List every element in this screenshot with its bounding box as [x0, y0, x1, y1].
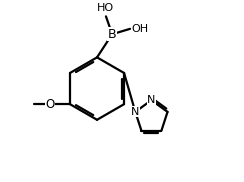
Text: HO: HO: [96, 3, 114, 13]
Text: N: N: [131, 107, 140, 117]
Text: OH: OH: [131, 24, 148, 34]
Text: B: B: [108, 28, 116, 41]
Text: O: O: [46, 98, 55, 111]
Text: N: N: [147, 95, 156, 105]
